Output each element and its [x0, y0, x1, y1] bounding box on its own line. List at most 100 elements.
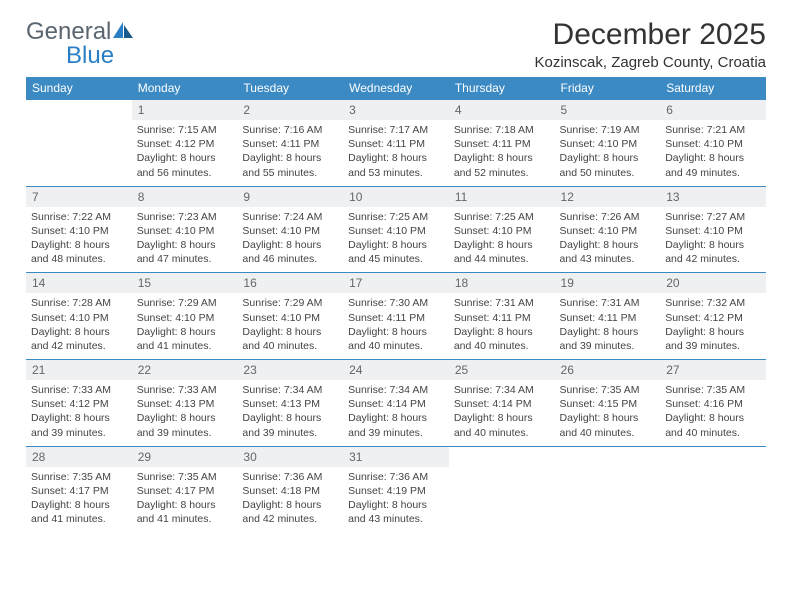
daylight-text: Daylight: 8 hours and 42 minutes. [31, 325, 127, 353]
day-number: 9 [237, 186, 343, 207]
day-cell: Sunrise: 7:17 AMSunset: 4:11 PMDaylight:… [343, 120, 449, 186]
sunset-text: Sunset: 4:12 PM [665, 311, 761, 325]
daylight-text: Daylight: 8 hours and 48 minutes. [31, 238, 127, 266]
day-cell: Sunrise: 7:18 AMSunset: 4:11 PMDaylight:… [449, 120, 555, 186]
day-cell: Sunrise: 7:16 AMSunset: 4:11 PMDaylight:… [237, 120, 343, 186]
sunrise-text: Sunrise: 7:26 AM [560, 210, 656, 224]
daylight-text: Daylight: 8 hours and 42 minutes. [665, 238, 761, 266]
day-number [26, 100, 132, 121]
day-number: 10 [343, 186, 449, 207]
weekday-header: Tuesday [237, 77, 343, 100]
sunset-text: Sunset: 4:17 PM [31, 484, 127, 498]
day-number: 8 [132, 186, 238, 207]
day-number: 23 [237, 360, 343, 381]
sunrise-text: Sunrise: 7:34 AM [454, 383, 550, 397]
sunrise-text: Sunrise: 7:35 AM [560, 383, 656, 397]
sunset-text: Sunset: 4:10 PM [348, 224, 444, 238]
sunset-text: Sunset: 4:16 PM [665, 397, 761, 411]
day-cell: Sunrise: 7:29 AMSunset: 4:10 PMDaylight:… [132, 293, 238, 359]
weekday-header-row: Sunday Monday Tuesday Wednesday Thursday… [26, 77, 766, 100]
daylight-text: Daylight: 8 hours and 40 minutes. [454, 411, 550, 439]
page-header: General Blue December 2025 Kozinscak, Za… [26, 18, 766, 71]
day-content-row: Sunrise: 7:33 AMSunset: 4:12 PMDaylight:… [26, 380, 766, 446]
calendar-body: 123456Sunrise: 7:15 AMSunset: 4:12 PMDay… [26, 100, 766, 533]
daylight-text: Daylight: 8 hours and 39 minutes. [31, 411, 127, 439]
daylight-text: Daylight: 8 hours and 53 minutes. [348, 151, 444, 179]
daylight-text: Daylight: 8 hours and 40 minutes. [454, 325, 550, 353]
day-cell: Sunrise: 7:34 AMSunset: 4:14 PMDaylight:… [449, 380, 555, 446]
sunset-text: Sunset: 4:14 PM [348, 397, 444, 411]
day-number [660, 446, 766, 467]
day-cell: Sunrise: 7:34 AMSunset: 4:13 PMDaylight:… [237, 380, 343, 446]
brand-part2: Blue [66, 42, 114, 70]
weekday-header: Sunday [26, 77, 132, 100]
day-number: 3 [343, 100, 449, 121]
sunrise-text: Sunrise: 7:25 AM [348, 210, 444, 224]
day-number-row: 28293031 [26, 446, 766, 467]
day-content-row: Sunrise: 7:35 AMSunset: 4:17 PMDaylight:… [26, 467, 766, 533]
day-number: 31 [343, 446, 449, 467]
day-cell [449, 467, 555, 533]
sail-icon [113, 22, 133, 38]
day-number: 25 [449, 360, 555, 381]
weekday-header: Monday [132, 77, 238, 100]
day-number-row: 14151617181920 [26, 273, 766, 294]
day-number [449, 446, 555, 467]
daylight-text: Daylight: 8 hours and 45 minutes. [348, 238, 444, 266]
day-cell: Sunrise: 7:35 AMSunset: 4:17 PMDaylight:… [132, 467, 238, 533]
day-number: 22 [132, 360, 238, 381]
day-cell: Sunrise: 7:33 AMSunset: 4:13 PMDaylight:… [132, 380, 238, 446]
day-cell: Sunrise: 7:31 AMSunset: 4:11 PMDaylight:… [449, 293, 555, 359]
day-cell: Sunrise: 7:33 AMSunset: 4:12 PMDaylight:… [26, 380, 132, 446]
brand-logo: General Blue [26, 18, 133, 70]
daylight-text: Daylight: 8 hours and 39 minutes. [137, 411, 233, 439]
day-number: 13 [660, 186, 766, 207]
weekday-header: Wednesday [343, 77, 449, 100]
sunset-text: Sunset: 4:10 PM [137, 311, 233, 325]
day-cell: Sunrise: 7:22 AMSunset: 4:10 PMDaylight:… [26, 207, 132, 273]
day-cell: Sunrise: 7:26 AMSunset: 4:10 PMDaylight:… [555, 207, 661, 273]
daylight-text: Daylight: 8 hours and 50 minutes. [560, 151, 656, 179]
sunrise-text: Sunrise: 7:31 AM [560, 296, 656, 310]
sunset-text: Sunset: 4:19 PM [348, 484, 444, 498]
sunset-text: Sunset: 4:10 PM [665, 224, 761, 238]
sunrise-text: Sunrise: 7:27 AM [665, 210, 761, 224]
day-number: 6 [660, 100, 766, 121]
day-number: 11 [449, 186, 555, 207]
daylight-text: Daylight: 8 hours and 40 minutes. [242, 325, 338, 353]
day-cell [26, 120, 132, 186]
day-cell: Sunrise: 7:28 AMSunset: 4:10 PMDaylight:… [26, 293, 132, 359]
sunrise-text: Sunrise: 7:30 AM [348, 296, 444, 310]
day-number: 19 [555, 273, 661, 294]
day-number-row: 21222324252627 [26, 360, 766, 381]
sunset-text: Sunset: 4:12 PM [137, 137, 233, 151]
daylight-text: Daylight: 8 hours and 47 minutes. [137, 238, 233, 266]
sunrise-text: Sunrise: 7:19 AM [560, 123, 656, 137]
sunrise-text: Sunrise: 7:16 AM [242, 123, 338, 137]
day-cell: Sunrise: 7:35 AMSunset: 4:16 PMDaylight:… [660, 380, 766, 446]
day-cell: Sunrise: 7:23 AMSunset: 4:10 PMDaylight:… [132, 207, 238, 273]
sunrise-text: Sunrise: 7:15 AM [137, 123, 233, 137]
daylight-text: Daylight: 8 hours and 39 minutes. [242, 411, 338, 439]
day-number: 17 [343, 273, 449, 294]
day-cell: Sunrise: 7:36 AMSunset: 4:19 PMDaylight:… [343, 467, 449, 533]
sunrise-text: Sunrise: 7:18 AM [454, 123, 550, 137]
weekday-header: Thursday [449, 77, 555, 100]
day-cell: Sunrise: 7:24 AMSunset: 4:10 PMDaylight:… [237, 207, 343, 273]
day-number: 26 [555, 360, 661, 381]
sunset-text: Sunset: 4:13 PM [242, 397, 338, 411]
sunrise-text: Sunrise: 7:35 AM [665, 383, 761, 397]
daylight-text: Daylight: 8 hours and 42 minutes. [242, 498, 338, 526]
day-number: 21 [26, 360, 132, 381]
day-number: 30 [237, 446, 343, 467]
sunrise-text: Sunrise: 7:28 AM [31, 296, 127, 310]
sunrise-text: Sunrise: 7:33 AM [137, 383, 233, 397]
daylight-text: Daylight: 8 hours and 55 minutes. [242, 151, 338, 179]
day-number: 12 [555, 186, 661, 207]
sunrise-text: Sunrise: 7:29 AM [242, 296, 338, 310]
daylight-text: Daylight: 8 hours and 43 minutes. [348, 498, 444, 526]
weekday-header: Friday [555, 77, 661, 100]
daylight-text: Daylight: 8 hours and 40 minutes. [560, 411, 656, 439]
sunset-text: Sunset: 4:11 PM [348, 311, 444, 325]
day-number: 16 [237, 273, 343, 294]
